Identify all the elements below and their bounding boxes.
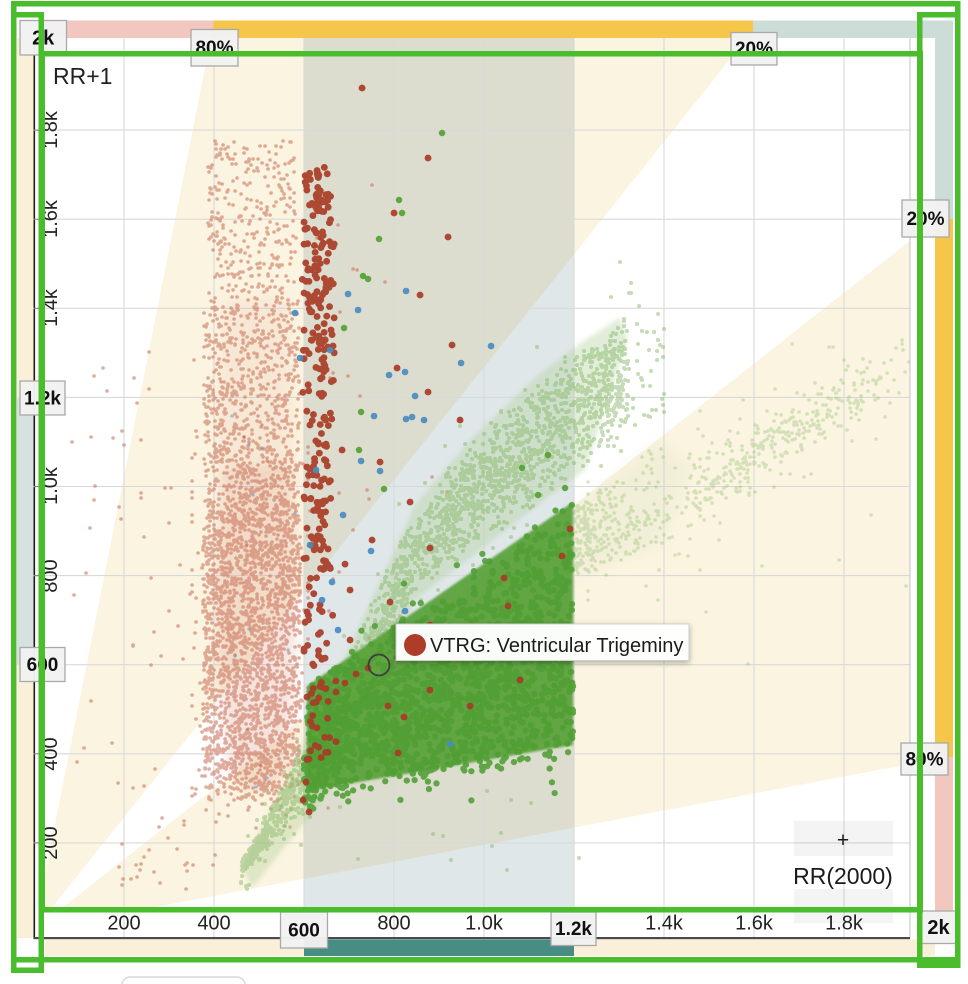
svg-text:20%: 20%	[906, 209, 944, 230]
svg-text:+: +	[837, 829, 849, 852]
svg-text:400: 400	[40, 737, 62, 770]
svg-text:600: 600	[288, 921, 320, 942]
svg-text:1.4k: 1.4k	[40, 288, 62, 327]
svg-text:2k: 2k	[927, 917, 950, 939]
svg-text:1.8k: 1.8k	[825, 913, 864, 935]
svg-text:200: 200	[107, 913, 140, 935]
svg-text:1.6k: 1.6k	[735, 913, 774, 935]
svg-text:1.0k: 1.0k	[40, 466, 62, 505]
svg-text:20%: 20%	[735, 39, 773, 60]
svg-text:RR+1: RR+1	[53, 63, 112, 89]
svg-text:VTRG: Ventricular Trigeminy: VTRG: Ventricular Trigeminy	[430, 635, 683, 657]
svg-text:80%: 80%	[905, 750, 943, 771]
svg-text:800: 800	[40, 559, 62, 592]
svg-text:1.2k: 1.2k	[555, 919, 592, 940]
svg-text:1.0k: 1.0k	[465, 913, 504, 935]
svg-text:1.8k: 1.8k	[40, 110, 62, 149]
svg-text:800: 800	[377, 913, 410, 935]
svg-text:400: 400	[197, 913, 230, 935]
svg-text:200: 200	[40, 826, 62, 859]
svg-text:RR(2000): RR(2000)	[793, 863, 893, 889]
svg-text:1.4k: 1.4k	[645, 913, 684, 935]
svg-text:1.6k: 1.6k	[40, 199, 62, 238]
